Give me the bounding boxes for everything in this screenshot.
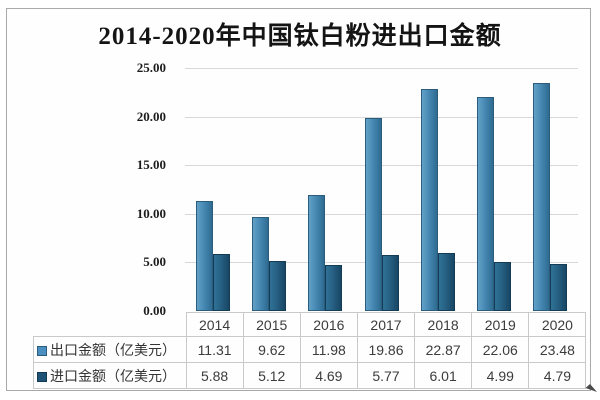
table-value-cell: 22.87 <box>414 336 473 363</box>
table-year-header: 2020 <box>528 312 587 337</box>
table-value-cell: 11.98 <box>299 336 358 363</box>
table-year-header: 2014 <box>185 312 244 337</box>
bar-import-2015 <box>269 261 286 311</box>
table-blank-corner <box>34 313 187 337</box>
legend-cell-export: 出口金额（亿美元） <box>33 336 187 363</box>
resize-cursor-icon <box>585 384 597 392</box>
table-year-header: 2017 <box>356 312 416 337</box>
table-value-cell: 22.06 <box>471 336 530 363</box>
gridline <box>185 117 578 118</box>
bar-import-2019 <box>494 262 511 311</box>
table-value-cell: 4.99 <box>471 362 530 389</box>
bar-import-2014 <box>213 254 230 311</box>
gridline <box>185 68 578 69</box>
data-table: 2014 2015 2016 2017 2018 2019 2020 出口金额（亿美元） 11.… <box>33 312 587 389</box>
y-tick-label: 5.00 <box>143 254 166 269</box>
chart-title: 2014-2020年中国钛白粉进出口金额 <box>98 23 502 50</box>
table-year-header: 2019 <box>471 312 530 337</box>
table-value-cell: 23.48 <box>528 336 587 363</box>
y-tick-label: 20.00 <box>136 109 166 124</box>
table-value-cell: 9.62 <box>242 336 301 363</box>
y-tick-label: 15.00 <box>136 157 166 172</box>
bar-export-2019 <box>477 97 494 311</box>
table-value-cell: 11.31 <box>185 336 244 363</box>
bar-export-2016 <box>308 195 325 311</box>
table-value-cell: 4.69 <box>299 362 358 389</box>
legend-label-import: 进口金额（亿美元） <box>50 367 176 384</box>
bar-export-2020 <box>533 83 550 311</box>
table-year-header: 2015 <box>242 312 301 337</box>
bar-export-2015 <box>252 217 269 311</box>
legend-swatch-import-icon <box>37 371 47 382</box>
bar-import-2017 <box>382 255 399 311</box>
table-value-cell: 19.86 <box>356 336 416 363</box>
table-value-cell: 5.12 <box>242 362 301 389</box>
y-tick-label: 0.00 <box>143 303 166 318</box>
y-tick-label: 10.00 <box>136 206 166 221</box>
table-value-cell: 5.88 <box>185 362 244 389</box>
table-value-cell: 4.79 <box>528 362 587 389</box>
bar-import-2020 <box>550 264 567 311</box>
legend-label-export: 出口金额（亿美元） <box>50 341 176 358</box>
legend-cell-import: 进口金额（亿美元） <box>33 362 187 389</box>
bar-import-2016 <box>325 265 342 311</box>
table-value-cell: 5.77 <box>356 362 416 389</box>
legend-swatch-export-icon <box>37 345 47 356</box>
bar-export-2017 <box>365 118 382 311</box>
bar-import-2018 <box>438 253 455 311</box>
bar-export-2018 <box>421 89 438 311</box>
y-tick-label: 25.00 <box>136 60 166 75</box>
bar-export-2014 <box>196 201 213 311</box>
table-value-cell: 6.01 <box>414 362 473 389</box>
table-year-header: 2018 <box>414 312 473 337</box>
table-year-header: 2016 <box>299 312 358 337</box>
